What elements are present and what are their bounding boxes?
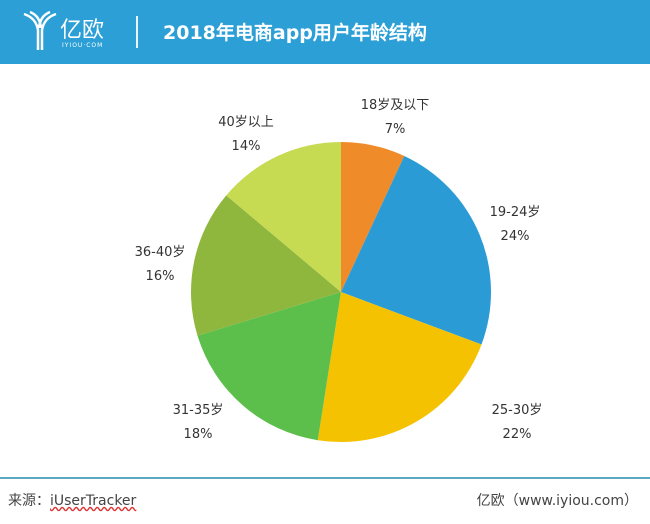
slice-percent: 18% [184,427,213,442]
pie-slice [341,142,405,292]
pie-chart: 18岁及以下 7% 19-24岁 24% 25-30岁 22% 31-35岁 18% 36-40… [135,98,543,442]
pie-slice [341,155,491,345]
slice-percent: 7% [385,122,406,137]
iyiou-logo: 亿欧 IYIOU·COM [22,10,112,54]
slice-label: 36-40岁 [135,245,186,260]
pie-slice [191,195,341,336]
slice-label: 18岁及以下 [361,98,430,113]
credit-note: 亿欧（www.iyiou.com） [476,493,638,509]
source-prefix: 来源： [8,493,50,509]
header-banner: 亿欧 IYIOU·COM 2018年电商app用户年龄结构 [0,0,650,64]
header-divider [136,16,138,48]
slice-percent: 14% [232,139,261,154]
chart-title: 2018年电商app用户年龄结构 [163,22,427,44]
slice-label: 31-35岁 [173,403,224,418]
slice-percent: 24% [501,229,530,244]
source-note: 来源：iUserTracker [8,490,136,510]
slice-percent: 16% [146,269,175,284]
footer-divider [0,477,650,479]
logo-subtext: IYIOU·COM [62,42,104,49]
slice-percent: 22% [503,427,532,442]
pie-slice [197,292,341,441]
slice-label: 40岁以上 [218,115,274,130]
slice-label: 19-24岁 [490,205,541,220]
slice-label: 25-30岁 [492,403,543,418]
source-name: iUserTracker [50,493,137,509]
pie-slice [317,292,482,442]
logo-mark-icon [23,10,57,50]
logo-text: 亿欧 [60,18,105,43]
pie-slice [226,142,341,292]
